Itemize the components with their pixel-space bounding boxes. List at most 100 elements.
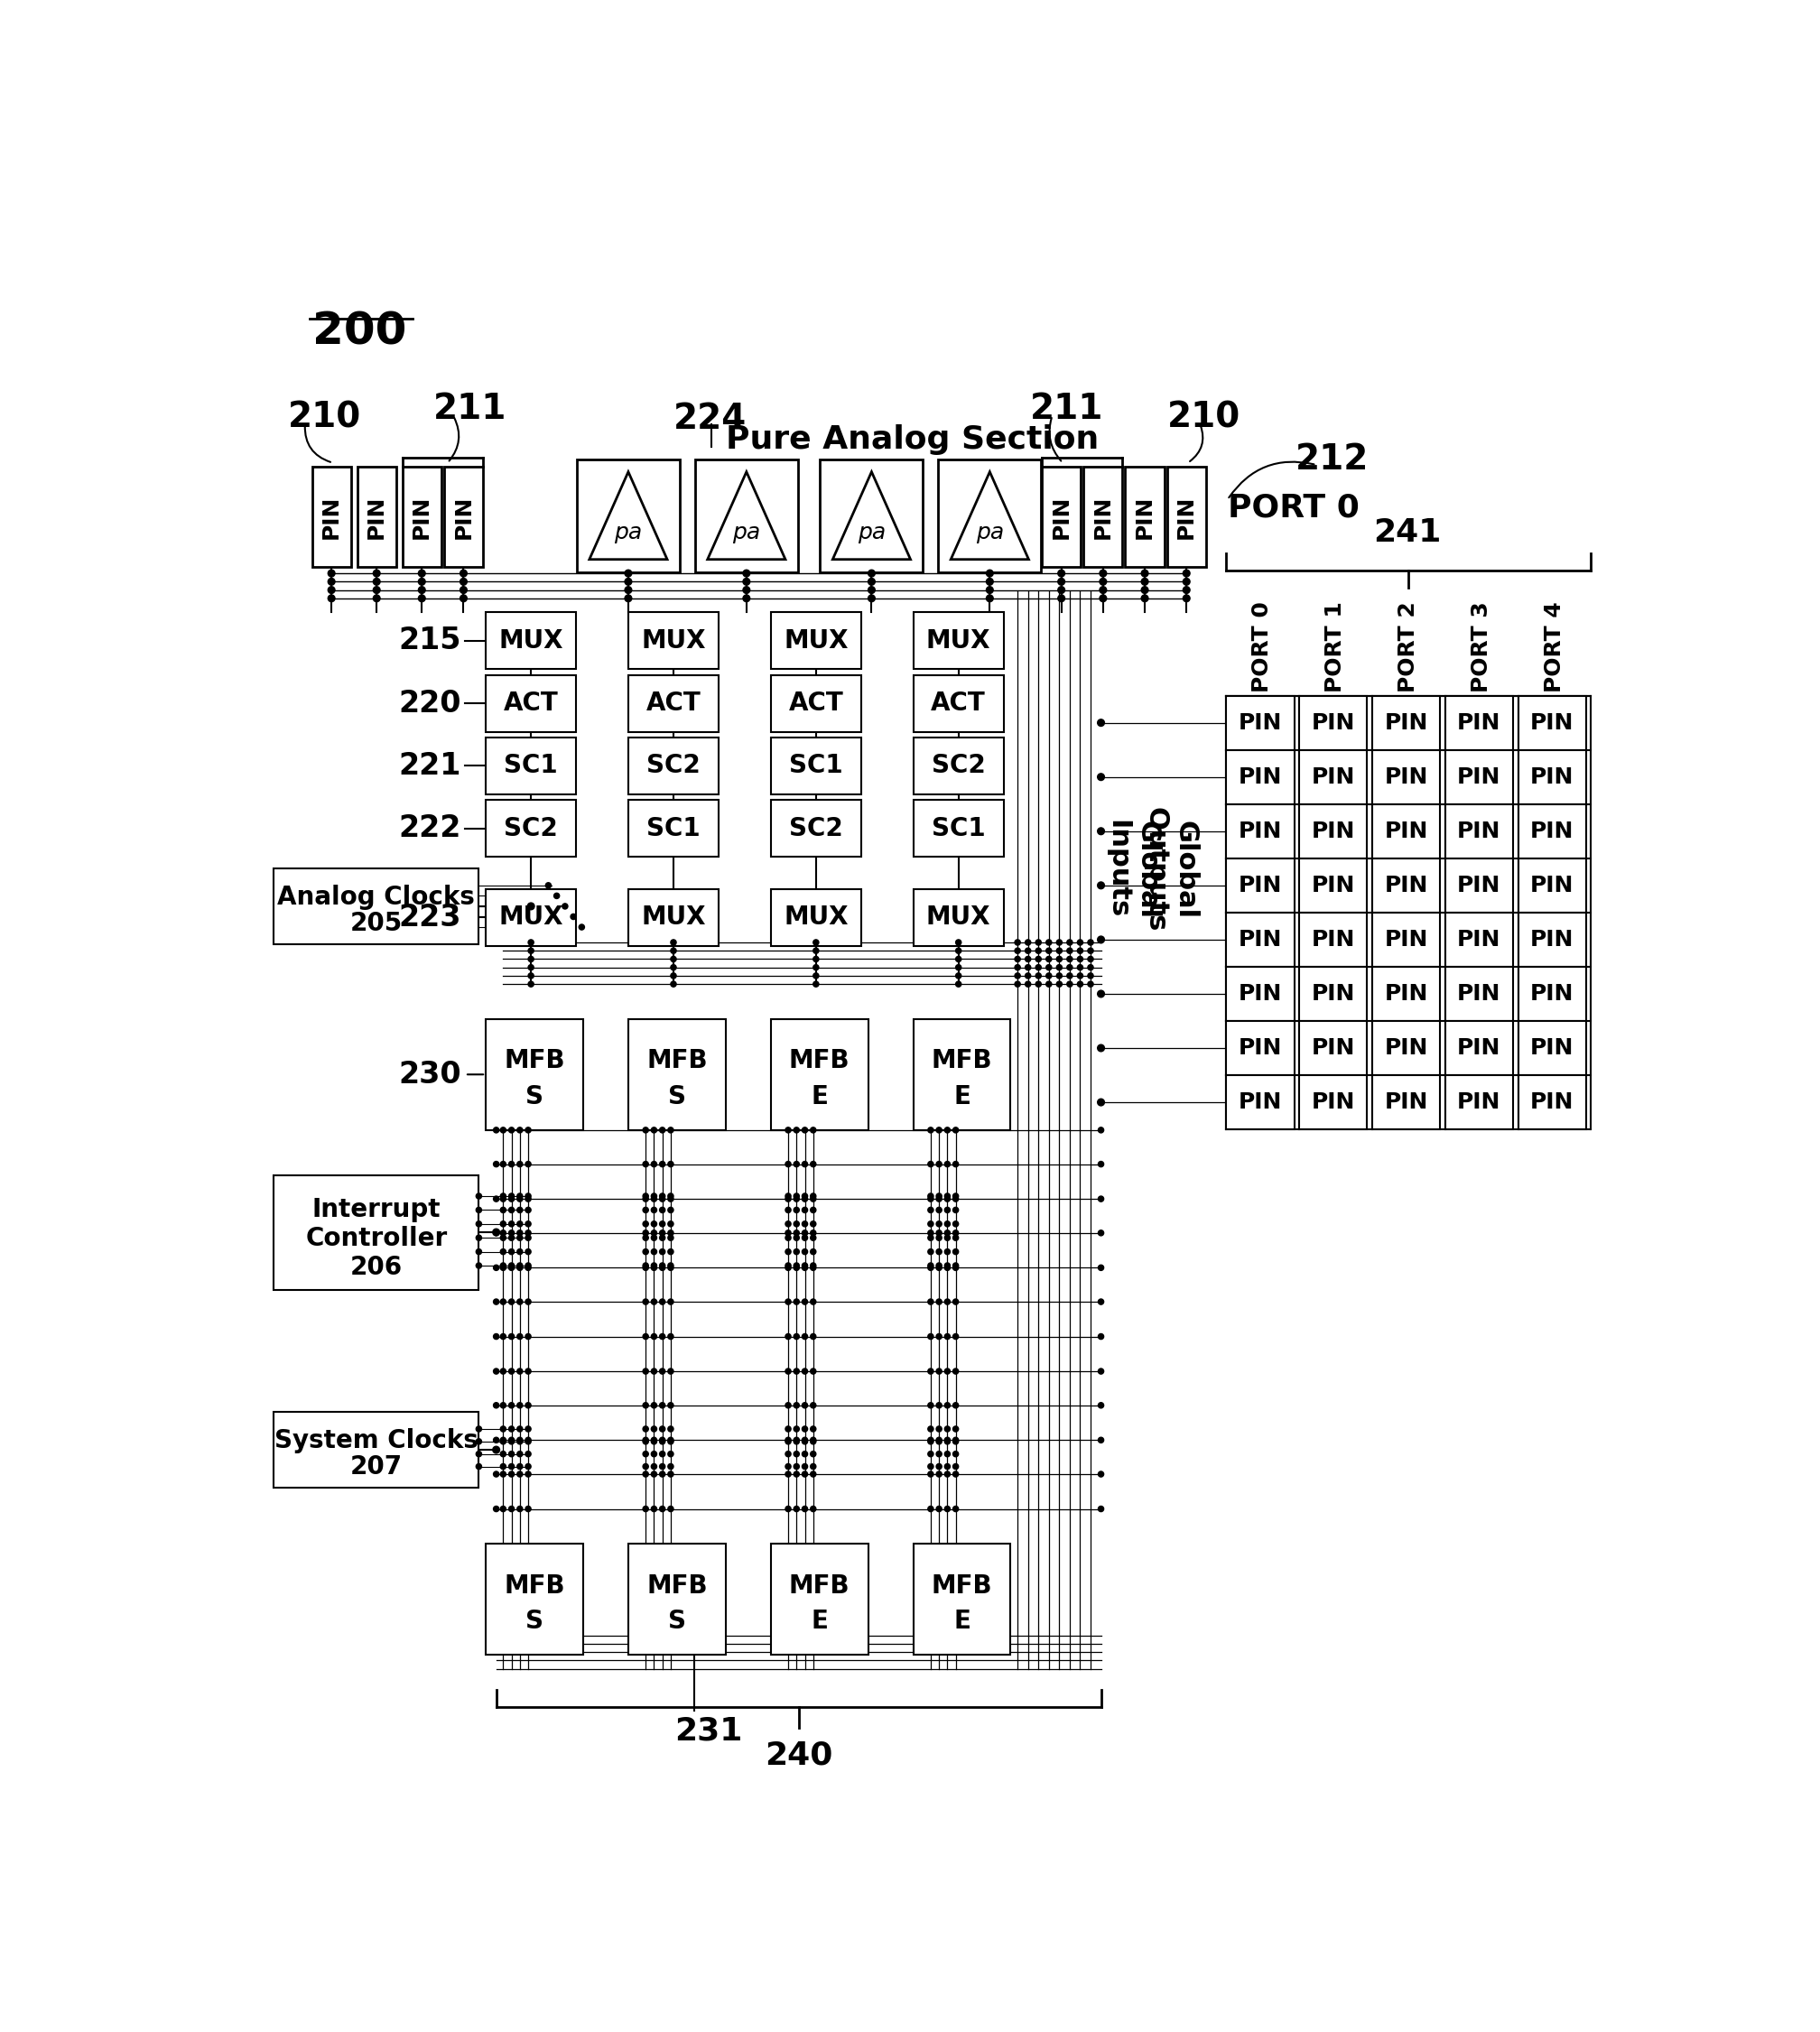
Circle shape bbox=[928, 1471, 934, 1477]
Circle shape bbox=[1099, 579, 1107, 585]
Circle shape bbox=[477, 1451, 482, 1457]
Circle shape bbox=[935, 1402, 941, 1408]
Circle shape bbox=[1056, 981, 1063, 988]
Circle shape bbox=[546, 882, 551, 888]
Circle shape bbox=[803, 1463, 808, 1469]
Text: ACT: ACT bbox=[504, 691, 559, 715]
Bar bbox=[444, 465, 482, 567]
Circle shape bbox=[954, 1471, 959, 1477]
Circle shape bbox=[493, 1506, 499, 1512]
Circle shape bbox=[935, 1298, 941, 1305]
Text: PIN: PIN bbox=[1238, 711, 1281, 734]
Circle shape bbox=[493, 1402, 499, 1408]
Circle shape bbox=[803, 1471, 808, 1477]
Circle shape bbox=[1097, 1229, 1103, 1235]
Circle shape bbox=[1036, 939, 1041, 945]
Circle shape bbox=[1088, 957, 1094, 961]
Bar bbox=[1445, 1020, 1512, 1075]
Circle shape bbox=[810, 1128, 815, 1134]
Bar bbox=[914, 888, 1003, 945]
Circle shape bbox=[659, 1221, 664, 1227]
Text: PIN: PIN bbox=[1531, 821, 1574, 841]
Circle shape bbox=[501, 1193, 506, 1199]
Bar bbox=[1299, 858, 1367, 912]
Circle shape bbox=[659, 1451, 664, 1457]
Circle shape bbox=[510, 1333, 515, 1339]
Circle shape bbox=[642, 1451, 648, 1457]
Circle shape bbox=[668, 1506, 673, 1512]
Bar bbox=[1518, 912, 1587, 967]
Text: PIN: PIN bbox=[1531, 874, 1574, 896]
Circle shape bbox=[493, 1229, 500, 1235]
Circle shape bbox=[794, 1402, 799, 1408]
Circle shape bbox=[803, 1207, 808, 1213]
Circle shape bbox=[945, 1298, 950, 1305]
Text: PIN: PIN bbox=[1458, 983, 1501, 1004]
Circle shape bbox=[935, 1471, 941, 1477]
Circle shape bbox=[935, 1451, 941, 1457]
Text: E: E bbox=[954, 1609, 970, 1634]
Circle shape bbox=[1183, 579, 1190, 585]
Circle shape bbox=[1097, 1197, 1103, 1201]
Circle shape bbox=[810, 1229, 815, 1235]
Circle shape bbox=[373, 595, 380, 601]
Circle shape bbox=[668, 1266, 673, 1270]
Circle shape bbox=[1077, 939, 1083, 945]
Circle shape bbox=[501, 1506, 506, 1512]
Bar bbox=[1299, 967, 1367, 1020]
Bar bbox=[1372, 912, 1440, 967]
Circle shape bbox=[510, 1250, 515, 1254]
Text: E: E bbox=[812, 1609, 828, 1634]
Circle shape bbox=[803, 1162, 808, 1166]
Circle shape bbox=[945, 1463, 950, 1469]
Circle shape bbox=[528, 965, 533, 969]
Circle shape bbox=[1097, 1044, 1105, 1051]
Text: PIN: PIN bbox=[1531, 766, 1574, 788]
Circle shape bbox=[786, 1262, 792, 1268]
Circle shape bbox=[659, 1229, 664, 1235]
Circle shape bbox=[1036, 957, 1041, 961]
Text: pa: pa bbox=[857, 522, 886, 543]
Circle shape bbox=[945, 1368, 950, 1374]
Circle shape bbox=[786, 1333, 792, 1339]
Bar bbox=[1372, 750, 1440, 805]
Circle shape bbox=[672, 981, 677, 988]
Text: PIN: PIN bbox=[1238, 983, 1281, 1004]
Bar bbox=[1445, 912, 1512, 967]
Bar bbox=[486, 801, 577, 858]
Circle shape bbox=[986, 595, 994, 601]
Circle shape bbox=[954, 1368, 959, 1374]
Text: Controller: Controller bbox=[306, 1225, 448, 1252]
Circle shape bbox=[501, 1426, 506, 1433]
Bar bbox=[486, 888, 577, 945]
Circle shape bbox=[510, 1262, 515, 1268]
Circle shape bbox=[810, 1298, 815, 1305]
Text: PIN: PIN bbox=[1238, 1091, 1281, 1114]
Circle shape bbox=[810, 1437, 815, 1443]
Circle shape bbox=[794, 1437, 799, 1443]
Circle shape bbox=[794, 1193, 799, 1199]
Text: PIN: PIN bbox=[1312, 929, 1354, 951]
Text: MUX: MUX bbox=[926, 904, 990, 931]
Circle shape bbox=[477, 1235, 482, 1242]
Circle shape bbox=[986, 587, 994, 593]
Circle shape bbox=[1183, 587, 1190, 593]
Text: PIN: PIN bbox=[1531, 1091, 1574, 1114]
Circle shape bbox=[579, 925, 584, 931]
Circle shape bbox=[868, 569, 875, 577]
Text: PIN: PIN bbox=[1385, 711, 1429, 734]
Circle shape bbox=[624, 587, 632, 593]
Circle shape bbox=[794, 1197, 799, 1201]
Circle shape bbox=[1056, 949, 1063, 953]
Circle shape bbox=[1097, 937, 1105, 943]
Circle shape bbox=[743, 587, 750, 593]
Circle shape bbox=[668, 1402, 673, 1408]
Circle shape bbox=[1067, 973, 1072, 979]
Bar bbox=[772, 888, 861, 945]
Circle shape bbox=[786, 1128, 792, 1134]
Circle shape bbox=[945, 1197, 950, 1201]
Circle shape bbox=[814, 973, 819, 979]
Text: MFB: MFB bbox=[646, 1573, 708, 1599]
Circle shape bbox=[642, 1162, 648, 1166]
Circle shape bbox=[672, 949, 677, 953]
